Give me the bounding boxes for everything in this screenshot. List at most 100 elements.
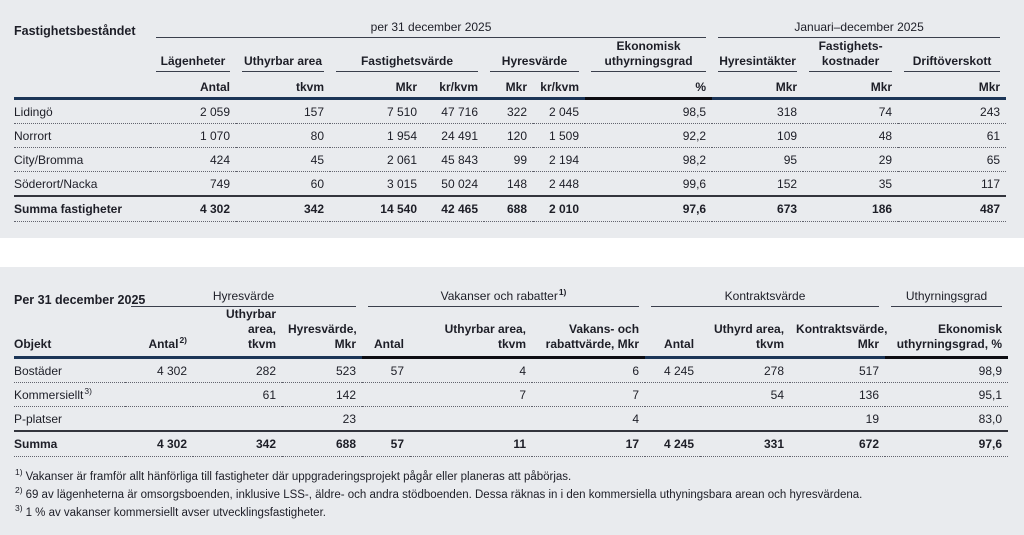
table2-body: Bostäder 4 302 282 523 57 4 6 4 245 278 517 98,9 Ko… <box>14 357 1009 457</box>
footnote-marker: 3) <box>15 503 23 514</box>
footnote: 3) 1 % av vakanser kommersiellt avser utv… <box>14 504 1006 522</box>
footnote-ref: 2) <box>179 335 187 345</box>
cell: 19 <box>790 406 886 432</box>
row-label-text: P-platser <box>14 411 63 426</box>
cell: 109 <box>712 123 804 148</box>
unit-header: Mkr <box>803 72 899 100</box>
group-underline: Uthyrningsgrad <box>891 289 1003 307</box>
column-header: Uthyrbar area, tkvm <box>410 307 532 359</box>
column-group: Uthyrningsgrad <box>885 281 1008 307</box>
cell: 29 <box>803 147 899 172</box>
column-header: Antal <box>645 307 701 359</box>
cell: 47 716 <box>423 98 484 124</box>
column-group: Vakanser och rabatter1) <box>362 281 645 307</box>
group-label: Fastighetsvärde <box>360 53 454 68</box>
column-header-text: Antal <box>374 337 404 351</box>
cell <box>410 406 532 432</box>
group-label: Hyresvärde <box>501 53 568 68</box>
cell <box>700 406 791 432</box>
unit-header: Mkr <box>712 72 804 100</box>
cell: 517 <box>790 357 886 383</box>
cell: 4 245 <box>645 357 701 383</box>
cell: 50 024 <box>423 171 484 197</box>
cell: 2 061 <box>330 147 423 172</box>
cell: 278 <box>700 357 791 383</box>
total-row: Summa 4 302 342 688 57 11 17 4 245 331 672 97,6 <box>14 431 1009 457</box>
cell <box>645 382 701 407</box>
column-group: Hyresvärde <box>484 38 585 72</box>
period-underline: Januari–december 2025 <box>718 20 1001 38</box>
column-group: Hyresvärde <box>125 281 362 307</box>
table1-header: Fastighetsbeståndet per 31 december 2025 J… <box>14 12 1007 100</box>
group-underline: Kontraktsvärde <box>651 289 880 307</box>
cell: 1 509 <box>533 123 585 148</box>
total-cell: 97,6 <box>585 196 713 222</box>
column-header: Uthyrbar area, tkvm <box>193 307 282 359</box>
cell: 23 <box>282 406 362 432</box>
total-cell: 342 <box>193 431 282 457</box>
group-underline: Hyresvärde <box>490 54 579 72</box>
objects-summary-table: Per 31 december 2025 Hyresvärde Vakanser o… <box>14 281 1009 457</box>
period-row: Fastighetsbeståndet per 31 december 2025 J… <box>14 12 1006 38</box>
column-group: Ekonomisk uthyrningsgrad <box>585 38 712 72</box>
cell <box>645 406 701 432</box>
column-header-text: Ekonomisk uthyrningsgrad, % <box>896 322 1003 351</box>
unit-header: kr/kvm <box>423 72 484 100</box>
unit-header: Antal <box>150 72 236 100</box>
cell: 65 <box>898 147 1007 172</box>
cell: 1 070 <box>150 123 236 148</box>
column-header-text: Vakans- och rabattvärde, Mkr <box>545 322 640 351</box>
footnote-ref: 3) <box>84 385 92 396</box>
cell: 7 510 <box>330 98 423 124</box>
total-cell: 487 <box>898 196 1007 222</box>
cell: 95,1 <box>885 382 1009 407</box>
total-cell: 673 <box>712 196 804 222</box>
cell: 80 <box>236 123 330 148</box>
column-header: Antal <box>362 307 410 359</box>
cell: 98,5 <box>585 98 713 124</box>
cell: 2 448 <box>533 171 585 197</box>
column-header-text: Hyresvärde, Mkr <box>288 322 357 351</box>
cell: 61 <box>898 123 1007 148</box>
column-header-text: Uthyrd area, tkvm <box>714 322 785 351</box>
cell: 318 <box>712 98 804 124</box>
cell: 61 <box>193 382 282 407</box>
cell: 2 194 <box>533 147 585 172</box>
total-label: Summa <box>14 431 125 457</box>
group-underline: Hyresintäkter <box>718 54 798 72</box>
table-row: Bostäder 4 302 282 523 57 4 6 4 245 278 517 98,9 <box>14 357 1009 383</box>
cell: 24 491 <box>423 123 484 148</box>
column-group: Kontraktsvärde <box>645 281 885 307</box>
unit-header: Mkr <box>898 72 1007 100</box>
table-row: Söderort/Nacka 749 60 3 015 50 024 148 2 448 99… <box>14 171 1007 197</box>
cell: 243 <box>898 98 1007 124</box>
period-label: Januari–december 2025 <box>794 20 924 34</box>
cell <box>193 406 282 432</box>
footnote-text: 69 av lägenheterna är omsorgsboenden, in… <box>25 489 863 501</box>
cell: 45 <box>236 147 330 172</box>
empty-cell <box>14 38 150 72</box>
column-header-row: Objekt Antal2) Uthyrbar area, tkvm Hyresvär… <box>14 307 1009 359</box>
column-group: Uthyrbar area <box>236 38 330 72</box>
row-label: Bostäder <box>14 357 125 383</box>
group-label: Fastighets- kostnader <box>818 39 883 68</box>
group-underline: Fastighetsvärde <box>336 54 478 72</box>
column-header-text: Kontraktsvärde, Mkr <box>796 322 888 351</box>
total-cell: 688 <box>282 431 362 457</box>
total-cell: 342 <box>236 196 330 222</box>
total-cell: 17 <box>532 431 646 457</box>
group-underline: Vakanser och rabatter1) <box>368 288 640 307</box>
total-cell: 42 465 <box>423 196 484 222</box>
per-31-december-panel: Per 31 december 2025 Hyresvärde Vakanser o… <box>0 267 1024 535</box>
column-group: Fastighetsvärde <box>330 38 484 72</box>
cell: 98,9 <box>885 357 1009 383</box>
column-header-text: Objekt <box>14 337 52 351</box>
cell: 60 <box>236 171 330 197</box>
cell <box>362 406 410 432</box>
cell: 136 <box>790 382 886 407</box>
cell: 99 <box>484 147 533 172</box>
column-header: Objekt <box>14 307 125 359</box>
column-header: Hyresvärde, Mkr <box>282 307 362 359</box>
cell: 4 <box>410 357 532 383</box>
cell <box>125 406 193 432</box>
